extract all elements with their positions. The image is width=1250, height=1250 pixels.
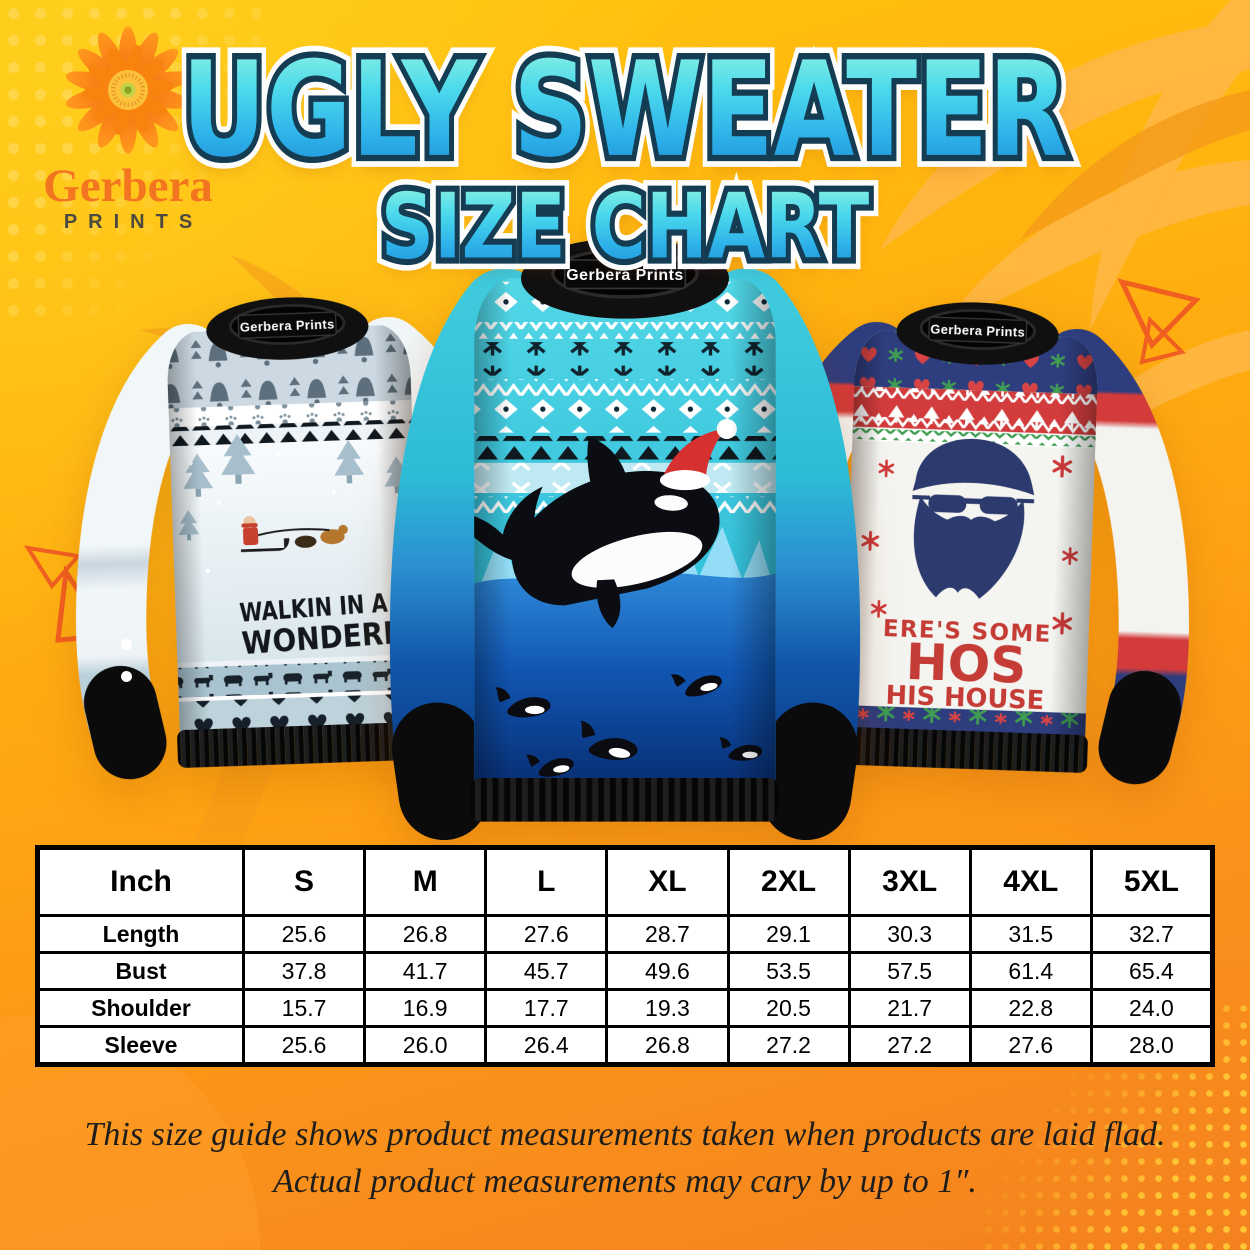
brand-subtitle: PRINTS [26, 211, 230, 234]
table-cell: 53.5 [726, 951, 851, 991]
sweater-santa-hos: ERE'S SOME HOS HIS HOUSE Gerbera Prints [730, 302, 1210, 785]
row-header: Sleeve [36, 1025, 245, 1066]
sweater-orca: Gerbera Prints [340, 238, 910, 841]
table-cell: 27.6 [968, 1025, 1093, 1066]
table-cell: 26.0 [363, 1025, 488, 1066]
unit-header: Inch [36, 846, 245, 917]
brand-name: Gerbera [26, 163, 230, 210]
table-cell: 24.0 [1089, 988, 1215, 1028]
column-header: 4XL [968, 846, 1093, 917]
table-cell: 31.5 [968, 914, 1093, 954]
table-row: Length 25.6 26.8 27.6 28.7 29.1 30.3 31.… [36, 914, 1215, 954]
column-header: S [241, 846, 367, 917]
table-cell: 30.3 [847, 914, 972, 954]
brand-logo: Gerbera PRINTS [26, 16, 230, 234]
table-cell: 26.8 [605, 1025, 730, 1066]
gerbera-flower-icon [65, 26, 191, 154]
column-header: 5XL [1089, 846, 1215, 917]
column-header: 3XL [847, 846, 972, 917]
table-row: Shoulder 15.7 16.9 17.7 19.3 20.5 21.7 2… [36, 988, 1215, 1028]
table-cell: 32.7 [1089, 914, 1215, 954]
table-cell: 17.7 [484, 988, 609, 1028]
table-cell: 25.6 [241, 1025, 367, 1066]
row-header: Length [36, 914, 245, 954]
column-header: L [484, 846, 609, 917]
table-cell: 27.2 [726, 1025, 851, 1066]
table-cell: 20.5 [726, 988, 851, 1028]
row-header: Bust [36, 951, 245, 991]
table-cell: 45.7 [484, 951, 609, 991]
table-cell: 26.4 [484, 1025, 609, 1066]
sweater-walkin-wonderland: WALKIN IN A W WONDERL Gerbera Prints [55, 297, 535, 780]
size-table: Inch S M L XL 2XL 3XL 4XL 5XL Length 25.… [35, 845, 1215, 1067]
table-cell: 57.5 [847, 951, 972, 991]
page-title-line1: UGLY SWEATER UGLY SWEATER UGLY SWEATER [0, 32, 1250, 233]
table-cell: 26.8 [363, 914, 488, 954]
table-cell: 27.6 [484, 914, 609, 954]
table-cell: 28.7 [605, 914, 730, 954]
table-cell: 65.4 [1089, 951, 1215, 991]
collar-tag-label: Gerbera Prints [930, 321, 1025, 339]
table-cell: 22.8 [968, 988, 1093, 1028]
collar-tag-label: Gerbera Prints [566, 267, 684, 284]
disclaimer-line2: Actual product measurements may cary by … [273, 1162, 977, 1200]
page-title-line2: SIZE CHART SIZE CHART SIZE CHART [0, 170, 1250, 316]
collar-tag-label: Gerbera Prints [240, 316, 335, 334]
table-cell: 41.7 [363, 951, 488, 991]
table-cell: 15.7 [241, 988, 367, 1028]
table-row: Sleeve 25.6 26.0 26.4 26.8 27.2 27.2 27.… [36, 1025, 1215, 1066]
table-cell: 27.2 [847, 1025, 972, 1066]
table-cell: 49.6 [605, 951, 730, 991]
table-row: Bust 37.8 41.7 45.7 49.6 53.5 57.5 61.4 … [36, 951, 1215, 991]
table-cell: 61.4 [968, 951, 1093, 991]
table-cell: 29.1 [726, 914, 851, 954]
dot-accent [121, 639, 132, 650]
column-header: XL [605, 846, 730, 917]
column-header: 2XL [726, 846, 851, 917]
table-cell: 25.6 [241, 914, 367, 954]
disclaimer-line1: This size guide shows product measuremen… [84, 1116, 1166, 1153]
table-cell: 19.3 [605, 988, 730, 1028]
disclaimer: This size guide shows product measuremen… [0, 1112, 1250, 1206]
column-header: M [363, 846, 488, 917]
table-header-row: Inch S M L XL 2XL 3XL 4XL 5XL [36, 846, 1215, 917]
table-cell: 37.8 [241, 951, 367, 991]
row-header: Shoulder [36, 988, 245, 1028]
table-cell: 21.7 [847, 988, 972, 1028]
dot-accent [121, 671, 132, 682]
table-cell: 16.9 [363, 988, 488, 1028]
table-cell: 28.0 [1089, 1025, 1215, 1066]
